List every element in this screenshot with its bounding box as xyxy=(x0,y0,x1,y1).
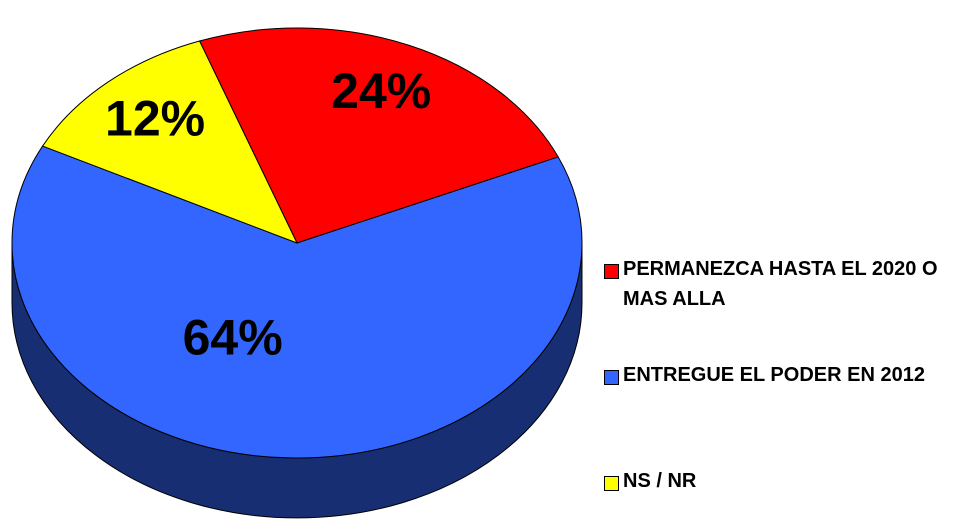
pie-slice xyxy=(41,40,298,244)
pie-slice xyxy=(198,27,559,244)
pie-slice xyxy=(11,145,583,459)
legend-label: PERMANEZCA HASTA EL 2020 O MAS ALLA xyxy=(623,258,938,310)
legend-swatch xyxy=(604,370,619,385)
data-label: 64% xyxy=(183,309,283,365)
legend-entry: ENTREGUE EL PODER EN 2012 xyxy=(604,364,954,390)
legend-label: ENTREGUE EL PODER EN 2012 xyxy=(623,364,925,386)
data-label: 24% xyxy=(331,63,431,119)
data-label: 12% xyxy=(105,91,205,147)
legend-label: NS / NR xyxy=(623,470,697,492)
legend-swatch xyxy=(604,264,619,279)
legend-entry: PERMANEZCA HASTA EL 2020 O MAS ALLA xyxy=(604,258,954,314)
legend-entry: NS / NR xyxy=(604,470,954,496)
legend-swatch xyxy=(604,476,619,491)
